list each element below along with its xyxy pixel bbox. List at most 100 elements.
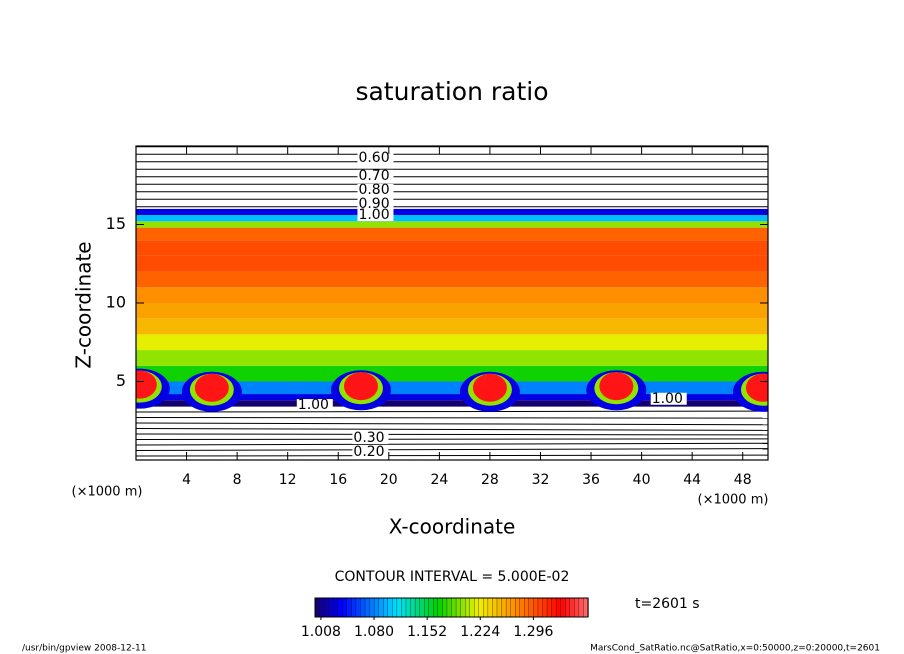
- contour-label: 0.70: [358, 168, 389, 184]
- colorbar-cell: [419, 597, 425, 618]
- colorbar-cell: [319, 597, 325, 618]
- colorbar-cell: [378, 597, 384, 618]
- y-tick-label: 15: [106, 214, 126, 233]
- field-band: [136, 350, 768, 366]
- colorbar-cell: [537, 597, 544, 618]
- colorbar-cell: [533, 597, 539, 618]
- x-tick-label: 8: [233, 472, 242, 488]
- colorbar-cell: [546, 597, 553, 618]
- field-band: [136, 208, 768, 216]
- field-band: [136, 215, 768, 222]
- field-band: [136, 227, 768, 241]
- cloud-core: [472, 373, 507, 402]
- field-band: [136, 240, 768, 256]
- colorbar-cell: [556, 597, 562, 618]
- colorbar-cell: [433, 597, 439, 618]
- colorbar-tick-label: 1.080: [354, 624, 394, 640]
- colorbar-cell: [578, 597, 585, 618]
- colorbar-cell: [342, 597, 348, 618]
- x-unit: (×1000 m): [698, 493, 769, 508]
- colorbar-cell: [346, 597, 353, 618]
- contour-label: 1.00: [298, 397, 329, 413]
- colorbar-tick-label: 1.296: [513, 624, 553, 640]
- colorbar-cell: [487, 597, 494, 618]
- contour-line: [136, 422, 768, 426]
- cloud-core: [136, 370, 157, 399]
- x-tick-label: 20: [380, 472, 398, 488]
- colorbar-cell: [478, 597, 484, 618]
- contour-line: [136, 438, 768, 440]
- field-band: [136, 221, 768, 228]
- contour-line: [136, 417, 768, 419]
- colorbar-cell: [469, 597, 475, 618]
- x-tick-label: 12: [279, 472, 297, 488]
- x-tick-label: 32: [532, 472, 550, 488]
- colorbar-cell: [383, 597, 389, 618]
- colorbar-cell: [333, 597, 339, 618]
- contour-label-bg: [357, 151, 394, 164]
- colorbar-cell: [483, 597, 489, 618]
- field-band: [136, 394, 768, 401]
- contour-line: [136, 410, 768, 413]
- colorbar-cell: [446, 597, 453, 618]
- colorbar-cell: [323, 597, 330, 618]
- colorbar-cell: [428, 597, 434, 618]
- contour-line: [136, 454, 768, 457]
- colorbar-cell: [437, 597, 444, 618]
- x-tick-label: 28: [481, 472, 499, 488]
- field-band: [136, 255, 768, 272]
- colorbar-cell: [405, 597, 412, 618]
- colorbar-cell: [496, 597, 503, 618]
- colorbar-cell: [351, 597, 357, 618]
- x-tick-label: 40: [633, 472, 651, 488]
- colorbar-cell: [505, 597, 512, 618]
- colorbar-cell: [460, 597, 466, 618]
- cloud-core: [194, 373, 229, 402]
- colorbar-cell: [510, 597, 516, 618]
- colorbar-cell: [442, 597, 448, 618]
- colorbar-cell: [401, 597, 407, 618]
- field-band: [136, 406, 768, 460]
- x-tick-label: 24: [430, 472, 448, 488]
- field-band: [136, 271, 768, 288]
- colorbar-cell: [328, 597, 334, 618]
- colorbar-tick-label: 1.224: [460, 624, 500, 640]
- chart-title: saturation ratio: [355, 77, 548, 106]
- contour-label-bg: [357, 209, 394, 222]
- field-band: [136, 146, 768, 209]
- cloud-core: [745, 373, 768, 402]
- colorbar-cell: [451, 597, 457, 618]
- colorbar-cell: [414, 597, 421, 618]
- y-tick-label: 10: [106, 293, 126, 312]
- colorbar-cell: [364, 597, 371, 618]
- contour-label-bg: [352, 446, 389, 459]
- colorbar-cell: [355, 597, 362, 618]
- contour-label-bg: [296, 399, 333, 412]
- colorbar-cell: [387, 597, 393, 618]
- y-unit: (×1000 m): [72, 485, 143, 500]
- contour-label: 0.80: [358, 182, 389, 198]
- colorbar-cell: [492, 597, 498, 618]
- field-band: [136, 303, 768, 319]
- x-axis-label: X-coordinate: [389, 515, 516, 539]
- field-band: [136, 334, 768, 351]
- footer-right: MarsCond_SatRatio.nc@SatRatio,x=0:50000,…: [590, 644, 880, 654]
- colorbar-cell: [410, 597, 416, 618]
- colorbar-cell: [542, 597, 548, 618]
- colorbar-cell: [528, 597, 535, 618]
- contour-line: [136, 433, 768, 436]
- contour-label-bg: [357, 169, 394, 182]
- field-band: [136, 400, 768, 407]
- colorbar-cell: [360, 597, 366, 618]
- colorbar-cell: [474, 597, 480, 618]
- plot-area: [136, 146, 768, 460]
- colorbar-cell: [396, 597, 403, 618]
- colorbar-tick-label: 1.008: [301, 624, 341, 640]
- contour-interval: CONTOUR INTERVAL = 5.000E-02: [335, 569, 570, 585]
- colorbar-cell: [369, 597, 375, 618]
- colorbar-cell: [524, 597, 530, 618]
- x-tick-label: 4: [182, 472, 191, 488]
- contour-label-bg: [352, 432, 389, 445]
- cloud-core: [343, 372, 378, 401]
